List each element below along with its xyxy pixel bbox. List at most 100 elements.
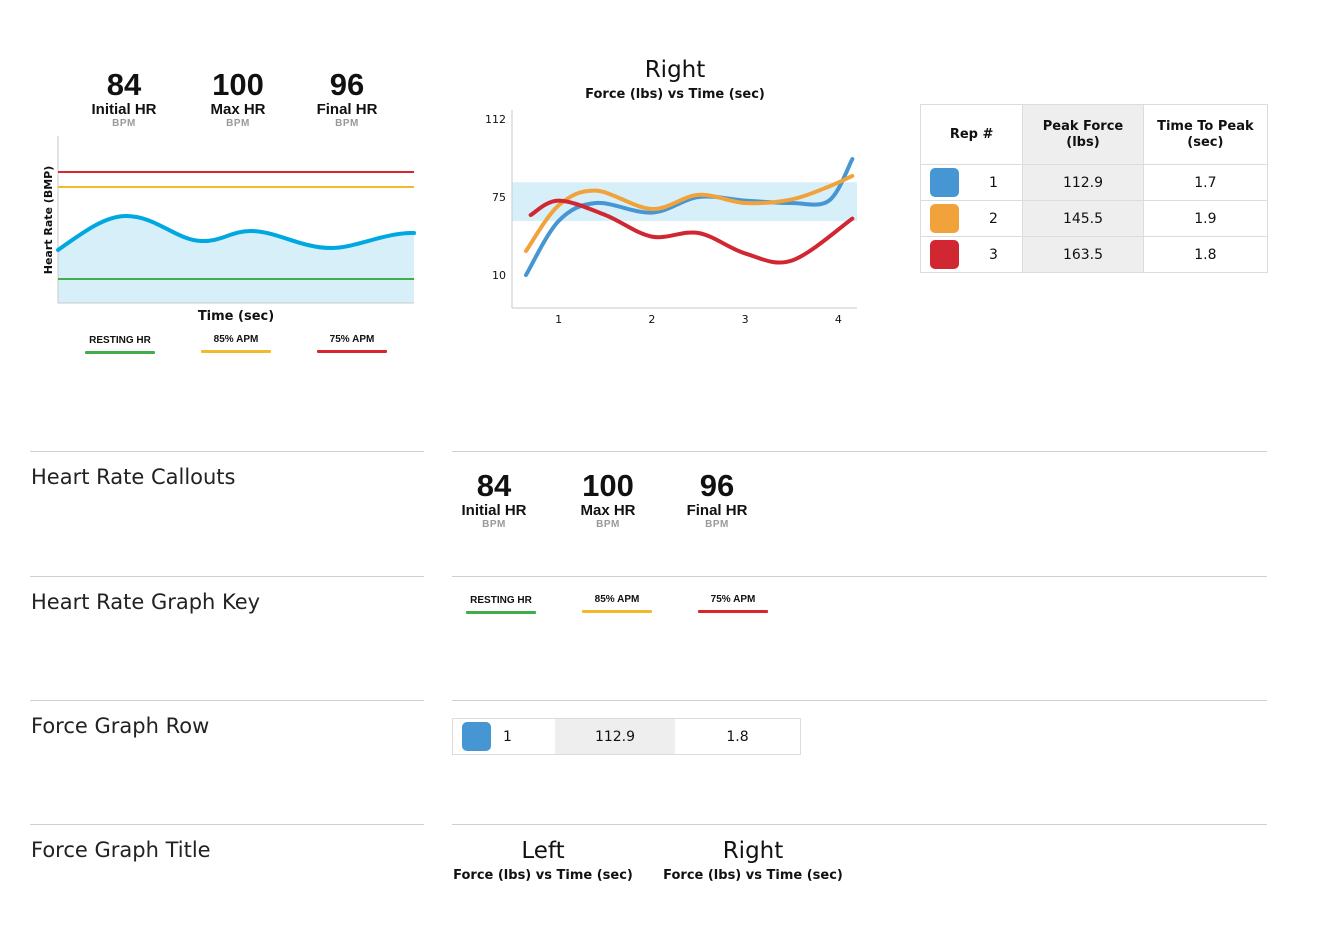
peak-force-cell: 163.5 [1022,236,1144,273]
apm-85-key-label: 85% APM [213,334,259,345]
initial-hr-unit: BPM [112,118,136,129]
rep-table: Rep # Peak Force (lbs) Time To Peak (sec… [919,104,1269,273]
section-divider-left [30,451,424,452]
initial-hr-unit: BPM [482,519,506,530]
force-graph-title-text: Left [521,838,565,864]
resting-hr-key-swatch [466,611,536,614]
force-graph-title-right-sample: Right Force (lbs) vs Time (sec) [633,837,873,885]
time-to-peak-cell: 1.8 [1142,236,1269,273]
y-tick-label: 10 [492,269,506,282]
rep-number: 3 [989,246,998,263]
rep-cell: 1 [453,719,555,754]
section-label-heart-rate-graph-key: Heart Rate Graph Key [31,590,261,614]
force-graph-subtitle: Force (lbs) vs Time (sec) [453,868,633,883]
apm-75-key-label: 75% APM [710,594,756,605]
peak-force-cell: 112.9 [1022,164,1144,201]
time-to-peak-cell: 1.7 [1142,164,1269,201]
resting-hr-key-swatch [85,351,155,354]
x-tick-label: 4 [835,313,842,326]
hr-key-resting: RESTING HR [85,335,155,354]
section-divider-right [452,576,1267,577]
apm-85-key-label: 85% APM [594,594,640,605]
table-row: 3 163.5 1.8 [919,236,1269,273]
max-hr-value: 100 [212,67,264,102]
force-chart: 112 75 10 1 2 3 4 [485,110,857,326]
max-hr-unit: BPM [596,519,620,530]
section-divider-left [30,700,424,701]
force-graph-subtitle: Force (lbs) vs Time (sec) [663,868,843,883]
rep-number: 1 [989,174,998,191]
rep-color-swatch [462,722,491,751]
hr-area-fill [58,216,414,303]
rep-cell: 3 [919,236,1024,273]
final-hr-value: 96 [329,67,365,102]
x-tick-label: 2 [648,313,655,326]
force-graph-title-text: Right [644,57,706,83]
rep-cell: 2 [919,200,1024,237]
heart-rate-graph: Heart Rate (BMP) Time (sec) [42,136,416,324]
peak-force-cell: 145.5 [1022,200,1144,237]
max-hr-stat-sample: 100 Max HR BPM [553,470,663,531]
section-label-force-graph-title: Force Graph Title [31,838,211,862]
hr-key-85-apm-sample: 85% APM [582,594,652,613]
time-to-peak-cell: 1.8 [726,728,749,745]
hr-line [56,213,416,252]
final-hr-stat-sample: 96 Final HR BPM [662,470,772,531]
hr-key-75-apm-sample: 75% APM [698,594,768,613]
section-label-heart-rate-callouts: Heart Rate Callouts [31,465,236,489]
rep-number-header: Rep # [919,104,1024,165]
peak-force-cell: 112.9 [555,719,675,754]
rep-2-series-line [523,173,855,253]
max-hr-value: 100 [582,468,634,503]
hr-key-75-apm: 75% APM [317,334,387,353]
y-tick-label: 112 [485,113,506,126]
rep-number: 1 [503,728,512,745]
peak-force-header: Peak Force (lbs) [1022,104,1144,165]
rep-color-swatch [930,240,959,269]
hr-x-axis-label: Time (sec) [198,309,274,324]
section-divider-right [452,700,1267,701]
resting-hr-key-label: RESTING HR [89,335,151,346]
rep-cell: 1 [919,164,1024,201]
max-hr-label: Max HR [210,101,266,118]
initial-hr-stat: 84 Initial HR BPM [69,69,179,130]
hr-key-85-apm: 85% APM [201,334,271,353]
initial-hr-label: Initial HR [461,502,527,519]
x-tick-label: 3 [742,313,749,326]
force-graph-row-sample: 1 112.9 1.8 [452,718,801,755]
section-divider-left [30,824,424,825]
apm-75-key-swatch [698,610,768,613]
rep-3-series-line [528,198,855,265]
table-row: 1 112.9 1.7 [919,164,1269,201]
initial-hr-value: 84 [106,67,142,102]
apm-75-key-swatch [317,350,387,353]
section-label-force-graph-row: Force Graph Row [31,714,210,738]
rep-table-header-row: Rep # Peak Force (lbs) Time To Peak (sec… [919,104,1269,165]
final-hr-label: Final HR [316,101,378,118]
hr-key-resting-sample: RESTING HR [466,595,536,614]
x-tick-label: 1 [555,313,562,326]
force-graph-subtitle: Force (lbs) vs Time (sec) [585,87,765,102]
final-hr-stat: 96 Final HR BPM [292,69,402,130]
initial-hr-value: 84 [476,468,512,503]
final-hr-unit: BPM [705,519,729,530]
rep-color-swatch [930,204,959,233]
force-graph-title-text: Right [722,838,784,864]
section-divider-right [452,451,1267,452]
resting-hr-key-label: RESTING HR [470,595,532,606]
hr-y-axis-label: Heart Rate (BMP) [42,166,55,275]
section-divider-left [30,576,424,577]
apm-75-key-label: 75% APM [329,334,375,345]
final-hr-unit: BPM [335,118,359,129]
initial-hr-stat-sample: 84 Initial HR BPM [439,470,549,531]
rep-1-series-line [523,157,855,277]
apm-85-key-swatch [582,610,652,613]
force-graph-title-left-sample: Left Force (lbs) vs Time (sec) [423,837,663,885]
section-divider-right [452,824,1267,825]
final-hr-value: 96 [699,468,735,503]
max-hr-label: Max HR [580,502,636,519]
table-row: 2 145.5 1.9 [919,200,1269,237]
max-hr-unit: BPM [226,118,250,129]
initial-hr-label: Initial HR [91,101,157,118]
y-tick-label: 75 [492,191,506,204]
